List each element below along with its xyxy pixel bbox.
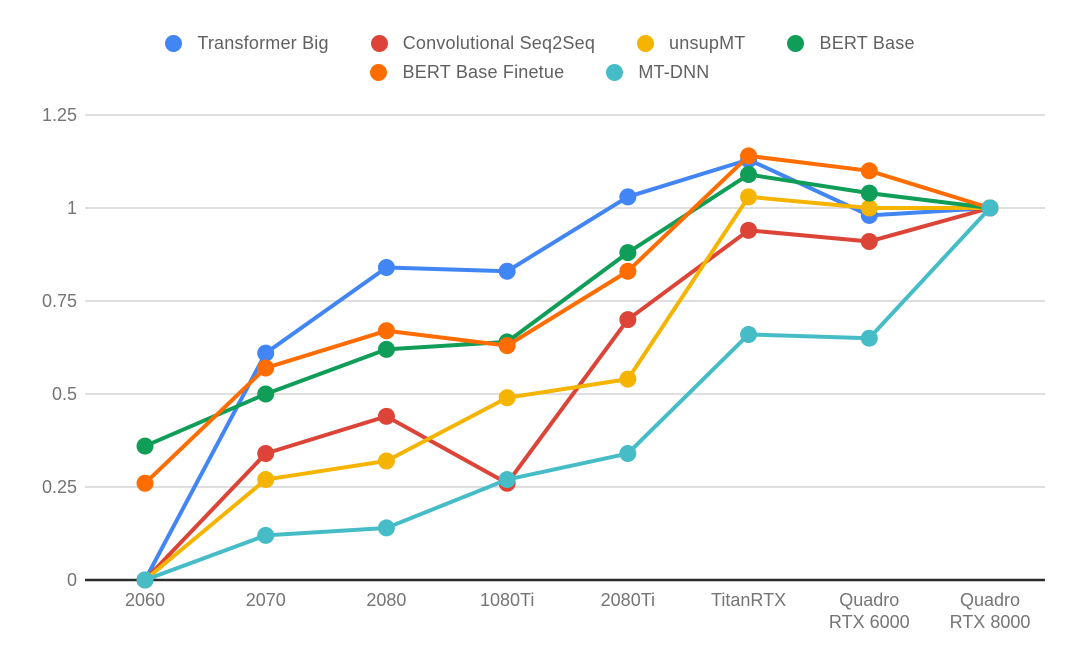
data-point-mt-dnn-5 — [740, 325, 758, 343]
legend-item-convolutional-seq2seq: Convolutional Seq2Seq — [370, 32, 596, 54]
x-tick-label: 1080Ti — [480, 590, 534, 610]
chart-legend: Transformer Big Convolutional Seq2Seq unsu… — [0, 30, 1080, 85]
series-line-convolutional-seq2seq — [143, 206, 992, 582]
data-point-bert-base-4 — [619, 244, 637, 262]
legend-dot-icon — [787, 34, 805, 52]
legend-dot-icon — [606, 63, 624, 81]
legend-dot-icon — [637, 34, 655, 52]
data-point-bert-base-5 — [740, 166, 758, 184]
series-line-bert-base — [143, 172, 992, 449]
legend-item-transformer-big: Transformer Big — [165, 32, 329, 54]
data-point-transformer-big-3 — [498, 262, 516, 280]
data-point-mt-dnn-1 — [257, 526, 275, 544]
legend-item-mt-dnn: MT-DNN — [606, 62, 709, 83]
data-point-bert-base-finetue-3 — [498, 337, 516, 355]
data-point-unsupmt-4 — [619, 370, 637, 388]
data-point-bert-base-2 — [377, 340, 395, 358]
series-line-unsupmt — [143, 194, 992, 582]
data-point-convolutional-seq2seq-6 — [860, 232, 878, 250]
data-point-bert-base-finetue-6 — [860, 162, 878, 180]
legend-label: Transformer Big — [197, 32, 329, 53]
data-point-mt-dnn-4 — [619, 445, 637, 463]
data-point-convolutional-seq2seq-1 — [257, 445, 275, 463]
data-point-unsupmt-1 — [257, 471, 275, 489]
y-tick-label: 0.25 — [42, 477, 77, 497]
series-line-bert-base-finetue — [143, 153, 992, 486]
legend-label: BERT Base — [819, 32, 915, 53]
data-point-transformer-big-4 — [619, 188, 637, 206]
data-point-bert-base-finetue-1 — [257, 359, 275, 377]
x-tick-label: 2080 — [366, 590, 406, 610]
data-point-unsupmt-2 — [377, 452, 395, 470]
data-point-bert-base-finetue-5 — [740, 147, 758, 165]
legend-label: MT-DNN — [638, 61, 710, 82]
data-point-unsupmt-6 — [860, 199, 878, 217]
legend-label: unsupMT — [669, 32, 746, 53]
legend-item-bert-base-finetue: BERT Base Finetue — [370, 62, 564, 83]
data-point-bert-base-6 — [860, 184, 878, 202]
data-point-unsupmt-5 — [740, 188, 758, 206]
legend-label: Convolutional Seq2Seq — [402, 32, 596, 53]
data-point-transformer-big-1 — [257, 344, 275, 362]
x-tick-label: 2070 — [246, 590, 286, 610]
data-point-bert-base-finetue-2 — [377, 322, 395, 340]
data-point-mt-dnn-7 — [981, 199, 999, 217]
x-tick-label: Quadro RTX 6000 — [829, 590, 910, 632]
data-point-bert-base-finetue-4 — [619, 262, 637, 280]
y-tick-label: 0 — [67, 570, 77, 590]
data-point-bert-base-1 — [257, 385, 275, 403]
x-tick-label: 2060 — [125, 590, 165, 610]
data-point-transformer-big-2 — [377, 259, 395, 277]
data-point-mt-dnn-2 — [377, 519, 395, 537]
data-point-mt-dnn-0 — [136, 571, 154, 589]
y-tick-label: 1.25 — [42, 105, 77, 125]
data-point-unsupmt-3 — [498, 389, 516, 407]
data-point-convolutional-seq2seq-5 — [740, 221, 758, 239]
series-line-mt-dnn — [143, 206, 992, 582]
data-point-mt-dnn-6 — [860, 329, 878, 347]
y-tick-label: 0.75 — [42, 291, 77, 311]
data-point-convolutional-seq2seq-4 — [619, 311, 637, 329]
legend-row: Transformer Big Convolutional Seq2Seq unsu… — [165, 30, 914, 56]
legend-item-unsupmt: unsupMT — [637, 33, 745, 54]
x-tick-label: 2080Ti — [601, 590, 655, 610]
data-point-bert-base-0 — [136, 437, 154, 455]
legend-dot-icon — [370, 34, 388, 52]
data-point-bert-base-finetue-0 — [136, 474, 154, 492]
data-point-convolutional-seq2seq-2 — [377, 407, 395, 425]
y-tick-label: 0.5 — [52, 384, 77, 404]
legend-item-bert-base: BERT Base — [787, 33, 914, 54]
legend-dot-icon — [165, 34, 183, 52]
data-point-mt-dnn-3 — [498, 471, 516, 489]
legend-label: BERT Base Finetue — [402, 61, 565, 82]
x-tick-label: Quadro RTX 8000 — [950, 590, 1031, 632]
legend-dot-icon — [370, 63, 388, 81]
x-tick-label: TitanRTX — [711, 590, 786, 610]
y-tick-label: 1 — [67, 198, 77, 218]
legend-row: BERT Base Finetue MT-DNN — [370, 59, 709, 85]
